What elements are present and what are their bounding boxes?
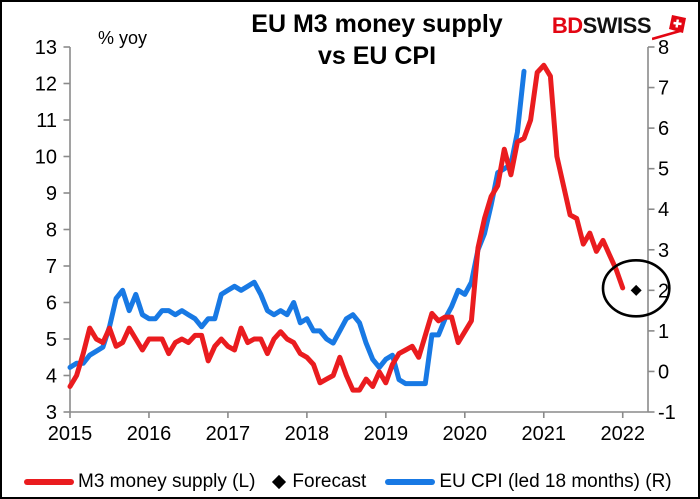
legend-label-forecast: Forecast — [292, 471, 367, 492]
left-axis-tick-label: 9 — [46, 183, 57, 205]
legend-swatch-cpi — [385, 479, 436, 485]
right-axis-tick-label: 6 — [658, 118, 669, 140]
right-axis-tick-label: 0 — [658, 361, 669, 383]
right-axis-tick-label: 3 — [658, 240, 669, 262]
left-axis-tick-label: 6 — [46, 293, 57, 315]
forecast-diamond — [630, 284, 642, 296]
right-axis-tick-label: -1 — [658, 402, 676, 424]
left-axis-tick-label: 3 — [46, 402, 57, 424]
legend-label-m3: M3 money supply (L) — [78, 471, 256, 492]
eu-cpi-line — [67, 68, 527, 387]
left-axis-tick-label: 5 — [46, 329, 57, 351]
x-axis-tick-label: 2016 — [127, 423, 172, 445]
right-axis-tick-label: 1 — [658, 321, 669, 343]
bdswiss-logo-bd: BD — [551, 13, 583, 38]
x-axis-tick-label: 2022 — [600, 423, 645, 445]
right-axis-tick-label: 2 — [658, 280, 669, 302]
chart-title-line2: vs EU CPI — [317, 42, 437, 70]
x-axis-tick-label: 2020 — [443, 423, 488, 445]
left-axis-tick-label: 11 — [36, 110, 57, 132]
left-axis-tick-label: 12 — [35, 74, 57, 96]
legend: M3 money supply (L) Forecast EU CPI (led… — [24, 469, 672, 495]
legend-swatch-m3 — [24, 479, 74, 485]
x-axis-tick-label: 2017 — [206, 423, 251, 445]
left-axis-tick-label: 13 — [35, 37, 57, 59]
right-axis-tick-label: 5 — [658, 159, 669, 181]
x-axis-tick-label: 2021 — [522, 423, 567, 445]
left-axis-tick-label: 10 — [35, 147, 57, 169]
left-axis-tick-label: 8 — [46, 220, 57, 242]
left-axis-tick-label: 7 — [46, 256, 57, 278]
x-axis-tick-label: 2018 — [285, 423, 330, 445]
right-axis-tick-label: 8 — [658, 37, 669, 59]
right-axis-tick-label: 4 — [658, 199, 669, 221]
chart-title-line1: EU M3 money supply — [251, 10, 503, 38]
legend-marker-forecast-diamond-icon — [272, 474, 287, 490]
chart-title: EU M3 money supply vs EU CPI — [251, 8, 502, 72]
m3-money-supply-line — [67, 62, 626, 393]
bdswiss-flag-icon — [652, 15, 686, 41]
left-axis-tick-label: 4 — [46, 366, 57, 388]
left-axis-unit-label: % yoy — [98, 28, 148, 48]
bdswiss-logo-swiss: SWISS — [582, 13, 652, 38]
x-axis-tick-label: 2019 — [364, 423, 409, 445]
legend-label-cpi: EU CPI (led 18 months) (R) — [439, 471, 672, 492]
right-axis-tick-label: 7 — [658, 78, 669, 100]
bdswiss-logo: BD SWISS — [552, 14, 686, 42]
x-axis-tick-label: 2015 — [48, 423, 93, 445]
forecast-circle-annotation — [601, 259, 671, 318]
